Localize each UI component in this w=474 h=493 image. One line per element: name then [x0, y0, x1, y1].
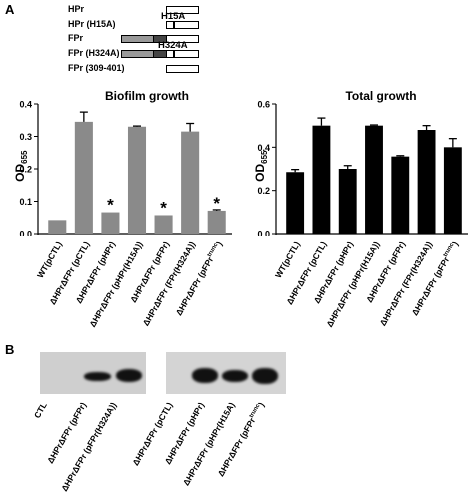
- significance-marker: *: [107, 196, 114, 215]
- total-growth-chart: 0.0 0.2 0.4 0.6: [257, 100, 468, 237]
- blot-band: [84, 372, 111, 381]
- bar: [101, 212, 120, 234]
- y-tick-label: 0.0: [257, 230, 270, 237]
- bar: [365, 125, 383, 234]
- bar: [312, 125, 331, 234]
- mutation-label: H15A: [161, 11, 186, 22]
- biofilm-growth-chart: 0.0 0.1 0.2 0.3 0.4 * * *: [19, 100, 232, 237]
- bar: [391, 156, 410, 234]
- y-tick-label: 0.2: [257, 186, 270, 196]
- construct-label: FPr (309-401): [68, 63, 125, 73]
- chart-title-biofilm: Biofilm growth: [105, 89, 189, 103]
- bar: [181, 131, 200, 234]
- bar-charts-svg: 0.0 0.1 0.2 0.3 0.4 * * * 0.0 0.2 0.4 0.6: [19, 100, 468, 237]
- blot-lane-label: ΔHPrΔFPr (pFPr(H324A)): [59, 400, 119, 493]
- hpr-h15a-domain-box: [166, 21, 199, 29]
- western-blot-1: [40, 352, 146, 394]
- mutation-tick: [173, 21, 175, 29]
- panel-a-label: A: [5, 2, 15, 17]
- y-tick-label: 0.2: [19, 165, 32, 175]
- blot-lane-label: CTL: [31, 400, 49, 420]
- hpr-domain-box: [166, 6, 199, 14]
- bar: [74, 121, 93, 234]
- fpr-h324a-hpr-like-domain: [166, 50, 199, 58]
- x-tick-label: ΔHPrΔFPr (pFPrtrunc): [409, 239, 461, 318]
- y-tick-label: 0.0: [19, 230, 32, 237]
- construct-label: FPr (H324A): [68, 48, 120, 58]
- significance-marker: *: [160, 198, 167, 217]
- mutation-tick: [173, 50, 175, 58]
- y-tick-label: 0.4: [257, 143, 270, 153]
- y-tick-label: 0.3: [19, 132, 32, 142]
- panel-b-label: B: [5, 342, 15, 357]
- construct-label: HPr: [68, 4, 85, 14]
- y-tick-label: 0.4: [19, 100, 32, 110]
- x-tick-label: WT(pCTL): [35, 239, 65, 280]
- construct-label: HPr (H15A): [68, 19, 116, 29]
- bar: [207, 210, 226, 234]
- bar: [443, 147, 462, 234]
- construct-label: FPr: [68, 33, 84, 43]
- significance-marker: *: [213, 194, 220, 213]
- y-tick-label: 0.1: [19, 197, 32, 207]
- fpr-trunc-domain-box: [166, 65, 199, 73]
- bar: [338, 169, 357, 234]
- y-tick-label: 0.6: [257, 100, 270, 110]
- mutation-label: H324A: [158, 40, 188, 51]
- bar: [286, 172, 305, 234]
- x-tick-label: WT(pCTL): [273, 239, 303, 280]
- bar: [417, 130, 436, 234]
- bar: [48, 220, 67, 234]
- blot-band: [192, 368, 218, 383]
- bar: [127, 126, 147, 234]
- western-blot-2: [166, 352, 286, 394]
- bar: [154, 215, 173, 234]
- chart-title-total: Total growth: [345, 89, 417, 103]
- fpr-hpr-like-domain: [166, 35, 199, 43]
- blot-band: [222, 370, 248, 382]
- blot-band: [252, 368, 278, 384]
- blot-band: [116, 369, 142, 382]
